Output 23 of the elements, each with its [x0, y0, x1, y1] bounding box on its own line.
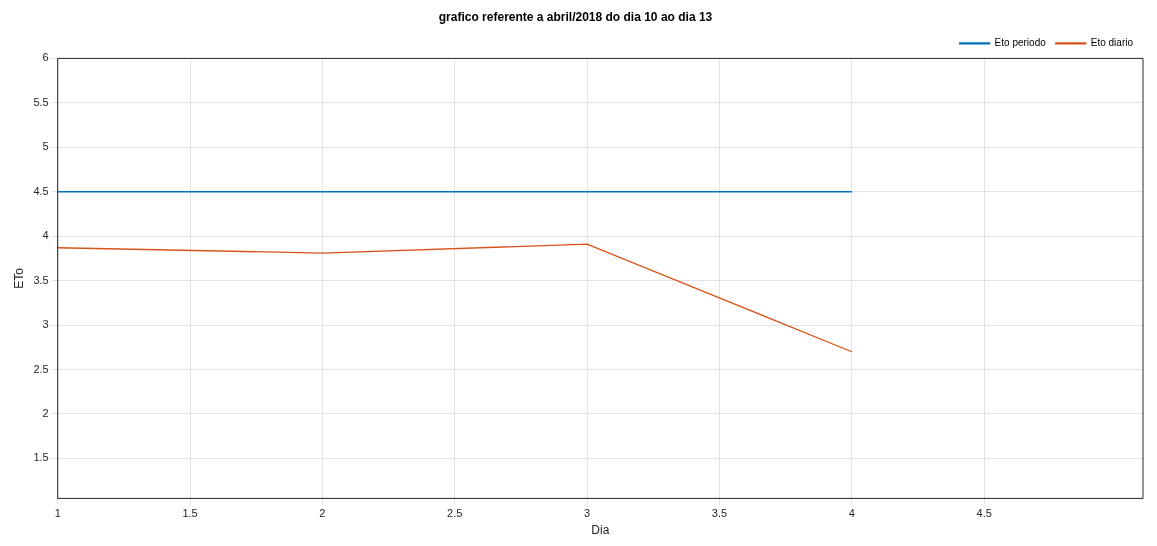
x-tick-label: 2: [319, 507, 326, 520]
y-tick-label: 3: [42, 318, 49, 331]
y-tick-label: 6: [42, 51, 49, 64]
x-tick-label: 4: [848, 507, 855, 520]
x-tick-label: 1.5: [182, 507, 198, 520]
y-tick-label: 5.5: [33, 95, 49, 108]
x-tick-label: 3.5: [711, 507, 728, 520]
y-tick-label: 2: [42, 406, 49, 419]
legend-label: Eto periodo: [994, 37, 1047, 49]
y-tick-label: 3.5: [33, 273, 49, 286]
y-tick-label: 5: [42, 140, 49, 153]
y-tick-label: 2.5: [33, 362, 49, 375]
x-tick-label: 2.5: [447, 507, 463, 520]
y-tick-label: 1.5: [33, 451, 49, 464]
y-tick-label: 4: [42, 229, 49, 242]
x-tick-label: 3: [584, 507, 591, 520]
x-tick-label: 1: [54, 507, 61, 520]
x-tick-label: 4.5: [976, 507, 992, 520]
chart-title: grafico referente a abril/2018 do dia 10 ao dia 13: [438, 9, 713, 24]
x-axis-title: Dia: [591, 523, 610, 538]
y-axis-title: ETo: [11, 267, 26, 289]
legend-label: Eto diario: [1090, 37, 1134, 49]
y-tick-label: 4.5: [33, 184, 49, 197]
